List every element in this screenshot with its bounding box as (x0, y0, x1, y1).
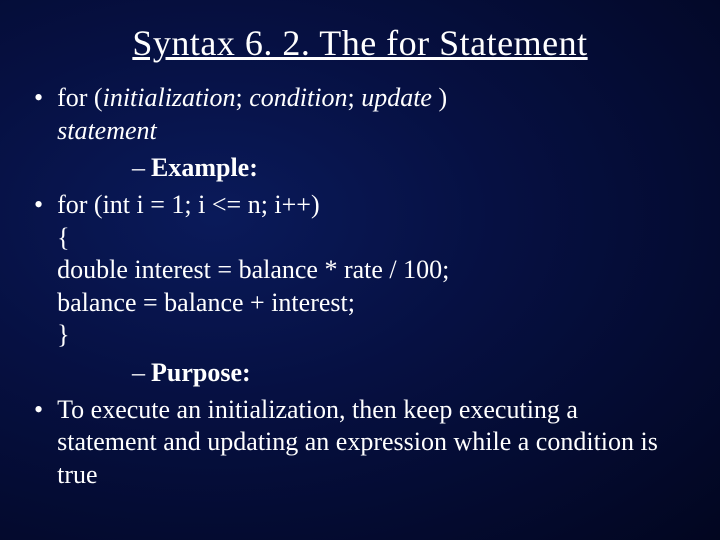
bullet-dot: • (34, 394, 43, 427)
code-line-1: for (int i = 1; i <= n; i++) (57, 190, 320, 219)
slide-container: Syntax 6. 2. The for Statement • for (in… (0, 0, 720, 507)
example-label: Example: (151, 153, 258, 182)
syntax-suffix: ) (432, 83, 447, 112)
purpose-text: To execute an initialization, then keep … (57, 394, 680, 492)
bullet-syntax-content: for (initialization; condition; update )… (57, 82, 680, 147)
dash-icon: – (132, 153, 145, 182)
syntax-sep1: ; (236, 83, 250, 112)
syntax-init: initialization (103, 83, 236, 112)
code-line-3: double interest = balance * rate / 100; (57, 255, 449, 284)
syntax-for-prefix: for ( (57, 83, 102, 112)
bullet-dot: • (34, 189, 43, 222)
purpose-label: Purpose: (151, 358, 251, 387)
syntax-upd: update (361, 83, 432, 112)
syntax-cond: condition (249, 83, 347, 112)
sub-purpose: –Purpose: (132, 358, 680, 388)
syntax-statement: statement (57, 116, 157, 145)
code-line-4: balance = balance + interest; (57, 288, 355, 317)
sub-example: –Example: (132, 153, 680, 183)
bullet-dot: • (34, 82, 43, 115)
bullet-example-code: • for (int i = 1; i <= n; i++) { double … (40, 189, 680, 352)
slide-title: Syntax 6. 2. The for Statement (40, 22, 680, 64)
dash-icon: – (132, 358, 145, 387)
example-code-content: for (int i = 1; i <= n; i++) { double in… (57, 189, 680, 352)
code-line-2: { (57, 223, 69, 252)
syntax-sep2: ; (347, 83, 361, 112)
bullet-purpose: • To execute an initialization, then kee… (40, 394, 680, 492)
code-line-5: } (57, 320, 69, 349)
bullet-syntax: • for (initialization; condition; update… (40, 82, 680, 147)
